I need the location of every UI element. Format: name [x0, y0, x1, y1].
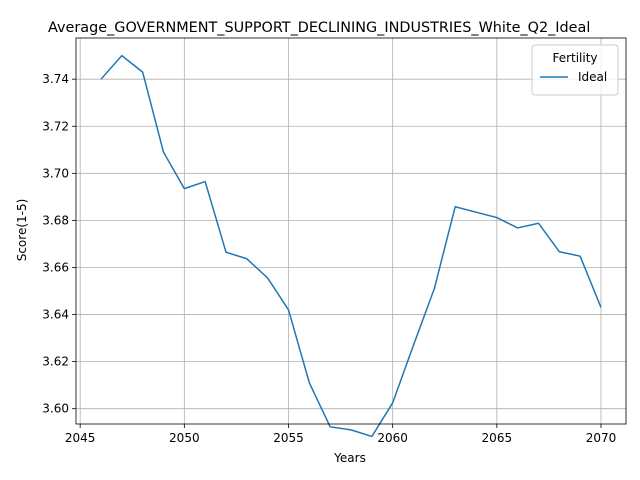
series-layer — [100, 54, 602, 438]
y-axis-label: Score(1-5) — [15, 199, 29, 262]
x-tick-label: 2070 — [586, 431, 617, 445]
legend-box — [531, 44, 619, 96]
y-tick-label: 3.70 — [42, 166, 69, 180]
x-tick-label: 2045 — [65, 431, 96, 445]
x-tick-label: 2065 — [482, 431, 513, 445]
legend-entry-label: Ideal — [578, 70, 607, 84]
legend-title: Fertility — [552, 51, 597, 65]
y-tick-label: 3.64 — [42, 308, 69, 322]
y-tick-label: 3.68 — [42, 213, 69, 227]
plot-frame — [75, 37, 627, 425]
x-axis: 2045 2050 2055 2060 2065 2070 — [65, 424, 616, 445]
y-tick-label: 3.60 — [42, 402, 69, 416]
y-tick-label: 3.72 — [42, 119, 69, 133]
x-tick-label: 2060 — [377, 431, 408, 445]
y-tick-label: 3.62 — [42, 355, 69, 369]
legend: Fertility Ideal — [531, 44, 619, 96]
x-axis-label: Years — [333, 451, 366, 465]
y-tick-label: 3.74 — [42, 72, 69, 86]
y-tick-label: 3.66 — [42, 260, 69, 274]
x-tick-label: 2050 — [169, 431, 200, 445]
series-line-ideal — [100, 54, 602, 438]
y-axis: 3.60 3.62 3.64 3.66 3.68 3.70 3.72 3.74 — [42, 72, 76, 416]
chart-title: Average_GOVERNMENT_SUPPORT_DECLINING_IND… — [48, 20, 590, 36]
x-tick-label: 2055 — [273, 431, 304, 445]
